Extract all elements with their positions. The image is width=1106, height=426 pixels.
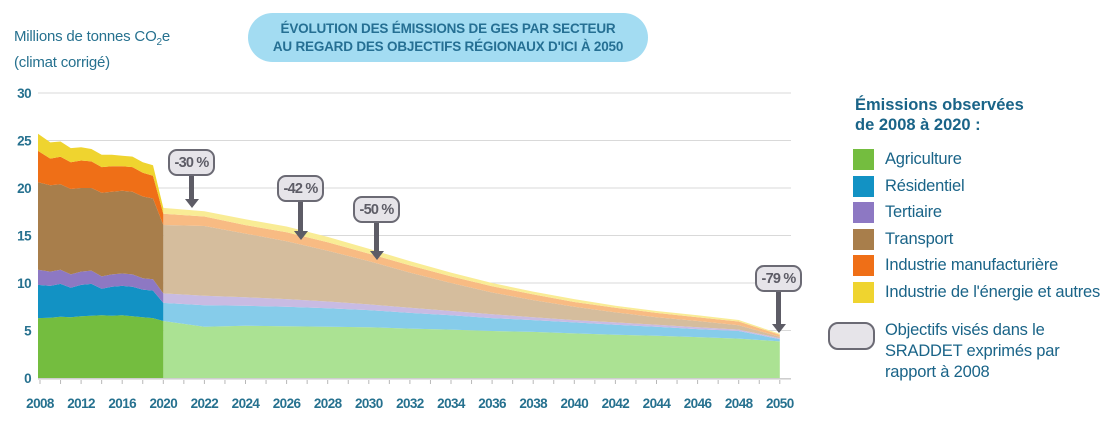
arrow-stem	[298, 202, 303, 231]
observed-area-tertiaire	[38, 269, 164, 303]
projection-area-tertiaire	[163, 293, 780, 340]
legend-item-transport: Transport	[853, 228, 1100, 250]
arrow-head-icon	[293, 231, 308, 240]
x-tick-label-2012: 2012	[67, 396, 95, 411]
industrie-energie-swatch	[853, 281, 874, 303]
target-badge-minus-42: -42 %	[277, 175, 324, 240]
target-label: -30 %	[168, 149, 215, 176]
legend-item-industrie-manufacturiere: Industrie manufacturière	[853, 255, 1100, 276]
x-tick-label-2026: 2026	[273, 396, 302, 411]
target-label: -42 %	[277, 175, 324, 202]
chart-title: ÉVOLUTION DES ÉMISSIONS DE GES PAR SECTE…	[248, 13, 648, 62]
x-tick-label-2016: 2016	[108, 396, 137, 411]
y-axis-title: Millions de tonnes CO2e (climat corrigé)	[14, 28, 171, 71]
residentiel-swatch	[853, 175, 874, 197]
legend-item-objectives-sraddet: Objectifs visés dans le SRADDET exprimés…	[828, 320, 1060, 383]
x-tick-label-2038: 2038	[519, 396, 548, 411]
chart-title-line2: AU REGARD DES OBJECTIFS RÉGIONAUX D'ICI …	[272, 38, 624, 54]
arrow-head-icon	[771, 324, 786, 333]
arrow-head-icon	[369, 251, 384, 260]
projection-area-industrie-energie	[163, 207, 780, 335]
projection-area-industrie-manufacturiere	[163, 213, 780, 337]
x-tick-label-2032: 2032	[396, 396, 424, 411]
tertiaire-swatch	[853, 202, 874, 223]
x-tick-label-2042: 2042	[602, 396, 630, 411]
legend: Agriculture Résidentiel Tertiaire Transp…	[853, 149, 1100, 308]
x-tick-label-2044: 2044	[643, 396, 672, 411]
objective-label: Objectifs visés dans le SRADDET exprimés…	[885, 321, 1060, 381]
y-tick-label-0: 0	[24, 371, 31, 386]
x-tick-label-2034: 2034	[437, 396, 466, 411]
projection-area-transport	[163, 225, 780, 339]
x-tick-label-2024: 2024	[232, 396, 261, 411]
observed-area-transport	[38, 182, 164, 294]
x-tick-label-2046: 2046	[684, 396, 713, 411]
y-tick-label-25: 25	[17, 134, 32, 149]
legend-heading: Émissions observées de 2008 à 2020 :	[855, 96, 1024, 134]
target-badge-minus-79: -79 %	[755, 265, 802, 333]
arrow-stem	[189, 176, 194, 199]
legend-item-agriculture: Agriculture	[853, 149, 1100, 170]
x-tick-label-2008: 2008	[26, 396, 55, 411]
objective-badge-swatch	[828, 322, 875, 350]
x-tick-label-2028: 2028	[314, 396, 343, 411]
x-tick-label-2020: 2020	[149, 396, 177, 411]
x-tick-label-2048: 2048	[725, 396, 754, 411]
target-badge-minus-30: -30 %	[168, 149, 215, 208]
agriculture-swatch	[853, 149, 874, 170]
emissions-area-chart: 0 5 10 15 20 25 30 2008 2012 2016 2020 2022 2024 2026…	[17, 86, 794, 411]
chart-title-line1: ÉVOLUTION DES ÉMISSIONS DE GES PAR SECTE…	[280, 21, 616, 36]
y-tick-label-15: 15	[17, 229, 32, 244]
y-tick-label-5: 5	[24, 324, 32, 339]
x-tick-label-2036: 2036	[478, 396, 507, 411]
arrow-head-icon	[184, 199, 199, 208]
x-tick-label-2050: 2050	[766, 396, 794, 411]
y-tick-label-30: 30	[17, 86, 31, 101]
transport-swatch	[853, 228, 874, 250]
target-badge-minus-50: -50 %	[353, 196, 400, 260]
observed-area-residentiel	[38, 283, 164, 321]
observed-area-industrie-energie	[38, 133, 164, 214]
arrow-stem	[776, 292, 781, 324]
legend-item-tertiaire: Tertiaire	[853, 202, 1100, 223]
target-label: -50 %	[353, 196, 400, 223]
legend-item-residentiel: Résidentiel	[853, 175, 1100, 197]
legend-item-industrie-energie: Industrie de l'énergie et autres	[853, 281, 1100, 303]
x-tick-label-2030: 2030	[355, 396, 383, 411]
y-tick-label-20: 20	[17, 181, 31, 196]
industrie-manufacturiere-swatch	[853, 255, 874, 276]
projection-area-agriculture	[163, 321, 780, 378]
observed-area-agriculture	[38, 315, 164, 378]
x-tick-label-2040: 2040	[560, 396, 588, 411]
x-tick-label-2022: 2022	[191, 396, 219, 411]
arrow-stem	[374, 223, 379, 251]
target-label: -79 %	[755, 265, 802, 292]
observed-area-industrie-manufacturiere	[38, 150, 164, 225]
projection-area-residentiel	[163, 302, 780, 342]
y-tick-label-10: 10	[17, 276, 31, 291]
